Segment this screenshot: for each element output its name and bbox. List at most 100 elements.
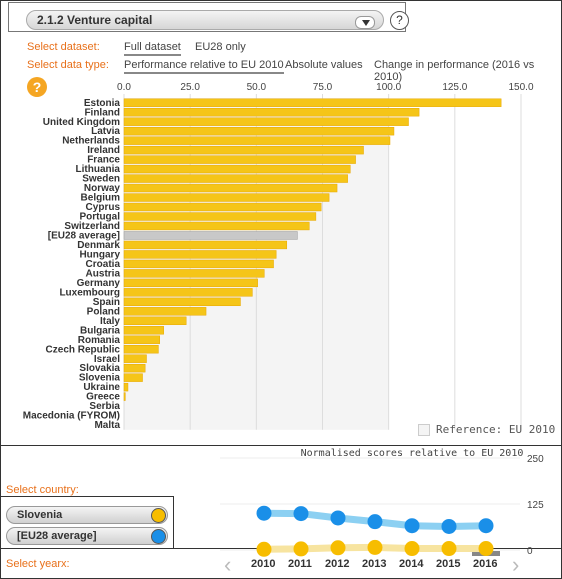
category-label: Austria	[86, 268, 121, 279]
datatype-option-absolute[interactable]: Absolute values	[285, 59, 363, 71]
year-tab-2011[interactable]: 2011	[288, 558, 312, 570]
year-selector: ‹ › 2010 2011 2012 2013 2014 2015 2016	[220, 552, 560, 577]
data-point[interactable]	[441, 518, 457, 534]
bar[interactable]	[123, 373, 143, 382]
bar[interactable]	[123, 363, 146, 373]
line-chart-title: Normalised scores relative to EU 2010	[301, 448, 524, 459]
bar[interactable]	[123, 288, 253, 297]
data-point[interactable]	[404, 518, 420, 534]
x-tick-label: 150.0	[508, 82, 533, 93]
bar[interactable]	[123, 240, 288, 250]
bar[interactable]	[123, 174, 348, 183]
category-label: Slovenia	[79, 373, 121, 384]
data-point[interactable]	[367, 539, 383, 555]
category-label: Sweden	[82, 174, 120, 185]
country-button-label: [EU28 average]	[17, 530, 97, 542]
bar[interactable]	[123, 164, 351, 174]
data-point[interactable]	[293, 541, 309, 557]
category-label: Serbia	[89, 401, 120, 412]
datatype-option-relative[interactable]: Performance relative to EU 2010	[124, 59, 284, 74]
category-label: Hungary	[79, 249, 120, 260]
bar[interactable]	[123, 326, 164, 335]
bar[interactable]	[123, 108, 420, 117]
bar[interactable]	[123, 212, 317, 221]
bar[interactable]	[123, 221, 310, 231]
bar[interactable]	[123, 117, 409, 126]
bar[interactable]	[123, 392, 126, 401]
bar[interactable]	[123, 259, 274, 269]
indicator-dropdown[interactable]: 2.1.2 Venture capital	[26, 10, 384, 30]
category-label: Spain	[93, 297, 120, 308]
category-label: Norway	[84, 183, 121, 194]
y-tick-label: 0	[527, 546, 533, 557]
dataset-label: Select dataset:	[27, 41, 100, 53]
year-tab-2015[interactable]: 2015	[436, 558, 461, 570]
category-label: Ireland	[87, 145, 120, 156]
category-label: Finland	[84, 107, 120, 118]
category-label: Luxembourg	[59, 287, 120, 298]
country-button-label: Slovenia	[17, 509, 63, 521]
data-point[interactable]	[293, 506, 309, 522]
bar[interactable]	[123, 382, 129, 392]
x-tick-label: 50.0	[247, 82, 267, 93]
chevron-down-icon[interactable]	[355, 16, 375, 29]
category-label: Estonia	[84, 98, 121, 109]
bar[interactable]	[123, 316, 187, 325]
chevron-left-icon[interactable]: ‹	[224, 552, 232, 577]
dataset-option-eu28[interactable]: EU28 only	[195, 41, 246, 53]
bar[interactable]	[123, 98, 502, 107]
category-label: Malta	[94, 420, 120, 431]
category-label: Czech Republic	[46, 344, 121, 355]
y-tick-label: 250	[527, 454, 544, 465]
x-tick-label: 25.0	[180, 82, 200, 93]
bar[interactable]	[123, 335, 160, 344]
bar[interactable]	[123, 269, 265, 278]
data-point[interactable]	[404, 541, 420, 557]
data-point[interactable]	[478, 518, 494, 534]
help-icon-orange[interactable]: ?	[27, 77, 47, 97]
category-label: Italy	[100, 316, 120, 327]
year-tab-2012[interactable]: 2012	[325, 558, 350, 570]
bar[interactable]	[123, 126, 395, 136]
chevron-right-icon[interactable]: ›	[512, 552, 520, 577]
data-point[interactable]	[330, 510, 346, 526]
category-label: Ukraine	[83, 382, 120, 393]
data-point[interactable]	[256, 541, 272, 557]
category-label: Netherlands	[62, 136, 120, 147]
bar[interactable]	[123, 183, 338, 193]
x-tick-label: 100.0	[376, 82, 401, 93]
data-point[interactable]	[478, 541, 494, 557]
bar[interactable]	[123, 231, 298, 240]
bar[interactable]	[123, 354, 147, 363]
country-button-eu28[interactable]: [EU28 average]	[6, 527, 168, 545]
country-label: Select country:	[6, 484, 79, 496]
indicator-panel: 2.1.2 Venture capital ?	[8, 2, 409, 32]
year-tab-2010[interactable]: 2010	[251, 558, 276, 570]
dataset-option-full[interactable]: Full dataset	[124, 41, 181, 56]
bar[interactable]	[123, 278, 258, 288]
bar[interactable]	[123, 345, 159, 354]
country-button-slovenia[interactable]: Slovenia	[6, 506, 168, 524]
category-label: Poland	[87, 306, 120, 317]
bar[interactable]	[123, 155, 356, 164]
datatype-option-change[interactable]: Change in performance (2016 vs 2010)	[374, 59, 535, 83]
bar[interactable]	[123, 297, 241, 307]
year-tab-2016[interactable]: 2016	[473, 558, 498, 570]
category-label: Belgium	[81, 193, 121, 204]
category-label: Slovakia	[79, 363, 120, 374]
bar[interactable]	[123, 193, 330, 202]
bar[interactable]	[123, 136, 391, 145]
data-point[interactable]	[330, 540, 346, 556]
color-dot-icon	[151, 529, 166, 544]
data-point[interactable]	[256, 505, 272, 521]
data-point[interactable]	[367, 514, 383, 530]
year-tab-2013[interactable]: 2013	[362, 558, 387, 570]
data-point[interactable]	[441, 541, 457, 557]
bar[interactable]	[123, 145, 364, 155]
bar[interactable]	[123, 250, 277, 259]
year-tab-2014[interactable]: 2014	[399, 558, 424, 570]
bar[interactable]	[123, 307, 207, 316]
category-label: Latvia	[91, 126, 120, 137]
help-icon[interactable]: ?	[390, 11, 409, 30]
bar[interactable]	[123, 202, 322, 212]
